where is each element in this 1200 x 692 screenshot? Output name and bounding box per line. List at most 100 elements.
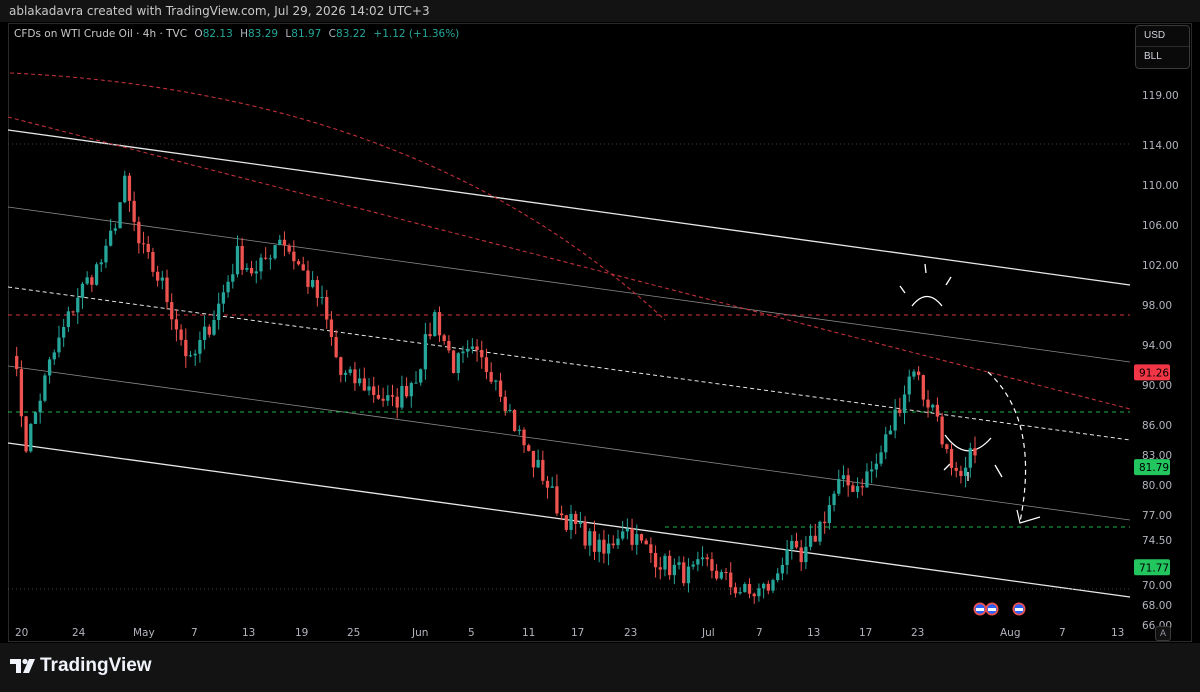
candle-body xyxy=(343,372,348,375)
low-label: L xyxy=(285,28,292,40)
time-tick-label: 19 xyxy=(295,627,308,639)
candle-body xyxy=(85,277,89,284)
candle-body xyxy=(912,371,916,377)
candle-body xyxy=(184,339,188,357)
candle-body xyxy=(677,562,681,565)
candle-body xyxy=(433,312,437,337)
candle-body xyxy=(790,540,794,550)
candle-body xyxy=(24,416,28,452)
candle-body xyxy=(461,351,465,354)
candle-body xyxy=(282,239,287,246)
candle-body xyxy=(578,521,583,524)
candle-body xyxy=(47,359,52,376)
candle-body xyxy=(66,311,71,328)
candle-body xyxy=(907,376,911,395)
candle-body xyxy=(362,378,366,391)
candle-body xyxy=(38,400,42,413)
candle-body xyxy=(264,257,268,259)
candle-body xyxy=(386,395,390,401)
candle-body xyxy=(851,485,855,492)
candle-body xyxy=(916,371,921,376)
candle-body xyxy=(127,175,132,201)
price-tick-label: 102.00 xyxy=(1142,260,1179,272)
time-tick-label: 7 xyxy=(1059,627,1066,639)
candle-body xyxy=(517,429,521,431)
candle-body xyxy=(57,337,61,353)
candle-body xyxy=(268,258,273,260)
price-tick-label: 68.00 xyxy=(1142,600,1172,612)
candle-body xyxy=(902,394,907,413)
candle-body xyxy=(231,274,235,282)
candle-body xyxy=(155,271,160,281)
candle-body xyxy=(202,326,207,340)
time-tick-label: 13 xyxy=(242,627,255,639)
candle-body xyxy=(240,246,244,270)
top-bracket-mark xyxy=(911,295,943,307)
candle-body xyxy=(564,515,568,530)
candle-body xyxy=(357,378,362,384)
candle-body xyxy=(33,412,38,424)
candle-body xyxy=(860,486,864,488)
candle-body xyxy=(423,334,428,370)
price-tick-label: 83.00 xyxy=(1142,450,1172,462)
candle-body xyxy=(249,267,254,274)
candle-body xyxy=(71,311,75,313)
candle-body xyxy=(437,312,442,336)
candle-body xyxy=(757,588,761,597)
candle-body xyxy=(522,429,526,446)
currency-label[interactable]: USD xyxy=(1144,30,1166,41)
time-tick-label: 23 xyxy=(624,627,637,639)
tradingview-logo-icon[interactable] xyxy=(10,656,38,676)
candle-body xyxy=(780,564,785,574)
candle-body xyxy=(536,459,540,468)
candle-body xyxy=(705,557,709,560)
event-flag-icon-stripe xyxy=(1015,608,1023,611)
candle-body xyxy=(940,416,944,445)
candle-body xyxy=(724,571,728,573)
candle-body xyxy=(583,521,587,546)
brand-name[interactable]: TradingView xyxy=(40,655,152,676)
price-tick-label: 119.00 xyxy=(1142,90,1179,102)
candle-body xyxy=(935,404,940,417)
candle-body xyxy=(80,283,85,298)
time-tick-label: 11 xyxy=(522,627,535,639)
candle-body xyxy=(325,297,329,320)
candle-body xyxy=(804,546,808,563)
candle-body xyxy=(771,580,775,591)
candle-body xyxy=(94,264,99,285)
candle-body xyxy=(879,452,883,464)
candle-body xyxy=(123,175,127,203)
time-tick-label: 13 xyxy=(1111,627,1124,639)
candle-body xyxy=(475,346,479,351)
candle-body xyxy=(466,348,470,352)
candle-body xyxy=(672,564,677,576)
candle-body xyxy=(109,230,113,246)
candle-body xyxy=(893,409,897,431)
candle-body xyxy=(884,434,888,453)
unit-label[interactable]: BLL xyxy=(1136,46,1189,67)
top-tick-left xyxy=(899,285,906,294)
candle-body xyxy=(409,383,413,397)
candle-body xyxy=(668,555,672,576)
candle-body xyxy=(132,200,136,222)
symbol-name[interactable]: CFDs on WTI Crude Oil · 4h · TVC xyxy=(14,28,188,40)
candle-body xyxy=(714,570,719,579)
price-label-box xyxy=(1134,459,1170,476)
projection-arrow xyxy=(987,371,1027,523)
candle-body xyxy=(968,448,972,468)
candle-body xyxy=(217,303,221,320)
candle-body xyxy=(174,319,179,330)
candle-body xyxy=(489,371,493,382)
candle-body xyxy=(447,340,451,351)
candle-body xyxy=(212,319,216,335)
candle-body xyxy=(541,459,545,481)
change-value: +1.12 (+1.36%) xyxy=(373,28,460,40)
time-tick-label: 17 xyxy=(571,627,584,639)
candle-body xyxy=(846,475,850,486)
candle-body xyxy=(62,327,66,338)
candle-body xyxy=(658,567,662,570)
auto-scale-button[interactable]: A xyxy=(1155,626,1171,641)
candle-body xyxy=(198,339,202,354)
unit-selector[interactable]: USD BLL xyxy=(1135,25,1190,69)
